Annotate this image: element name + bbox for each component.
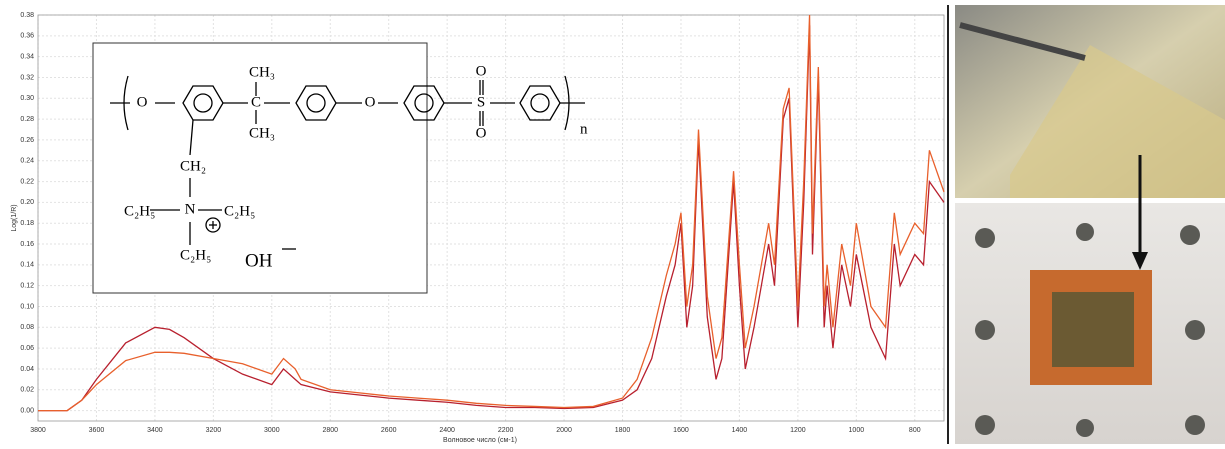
x-tick-label: 3400 <box>147 427 163 434</box>
y-tick-label: 0.20 <box>20 199 34 206</box>
x-tick-label: 3800 <box>30 427 46 434</box>
quaternary-c: C <box>251 94 261 110</box>
x-tick-label: 3000 <box>264 427 280 434</box>
structure-bonds <box>110 75 585 250</box>
y-tick-label: 0.38 <box>20 12 34 19</box>
sulfonyl-o: O <box>476 63 487 79</box>
y-tick-label: 0.14 <box>20 262 34 269</box>
x-tick-label: 1800 <box>615 427 631 434</box>
ethyl: C₂H₅ <box>180 247 211 263</box>
nitrogen: N <box>185 201 196 217</box>
methyl: CH₃ <box>249 64 275 80</box>
inset-box <box>92 42 428 294</box>
y-tick-label: 0.08 <box>20 324 34 331</box>
bolt-holes <box>975 223 1205 437</box>
y-tick-label: 0.04 <box>20 366 34 373</box>
y-tick-label: 0.24 <box>20 158 34 165</box>
tweezers <box>959 22 1086 61</box>
arrow-head <box>1132 252 1148 270</box>
y-tick-label: 0.30 <box>20 95 34 102</box>
y-tick-label: 0.26 <box>20 137 34 144</box>
x-tick-label: 3200 <box>206 427 222 434</box>
ethyl: C₂H₅ <box>124 203 155 219</box>
x-tick-label: 2200 <box>498 427 514 434</box>
x-tick-label: 2000 <box>556 427 572 434</box>
y-tick-label: 0.34 <box>20 53 34 60</box>
y-tick-label: 0.32 <box>20 74 34 81</box>
y-tick-label: 0.02 <box>20 387 34 394</box>
structure-inset: O C CH₃ CH₃ O S O O n CH₂ N C₂H₅ C₂H₅ C₂… <box>92 42 588 294</box>
y-tick-label: 0.36 <box>20 33 34 40</box>
electrode <box>1052 292 1134 367</box>
y-tick-label: 0.12 <box>20 283 34 290</box>
ether-o: O <box>365 94 376 110</box>
x-tick-label: 1400 <box>732 427 748 434</box>
hydroxide: OH <box>245 250 273 271</box>
sulfur: S <box>477 94 485 110</box>
y-tick-label: 0.22 <box>20 178 34 185</box>
x-tick-label: 1000 <box>849 427 865 434</box>
y-tick-label: 0.10 <box>20 303 34 310</box>
y-tick-label: 0.16 <box>20 241 34 248</box>
x-tick-label: 3600 <box>89 427 105 434</box>
membrane <box>1010 45 1225 198</box>
x-tick-label: 800 <box>909 427 921 434</box>
spectrum-line <box>38 14 945 412</box>
x-tick-label: 2600 <box>381 427 397 434</box>
x-tick-label: 2800 <box>322 427 338 434</box>
x-axis-label: Волновое число (см-1) <box>443 437 517 444</box>
x-tick-label: 1600 <box>673 427 689 434</box>
ethyl: C₂H₅ <box>224 203 255 219</box>
sulfonyl-o: O <box>476 125 487 141</box>
plot-frame <box>37 14 945 422</box>
y-axis-label: Log(1/R) <box>11 204 18 231</box>
photos <box>955 5 1225 444</box>
methyl: CH₃ <box>249 125 275 141</box>
spectrum-line <box>38 25 945 412</box>
y-tick-label: 0.00 <box>20 407 34 414</box>
spectrum-plot: 0.00 0.02 0.04 0.06 0.08 0.10 0.12 0.14 0.16 0.18… <box>20 12 945 434</box>
x-tick-label: 1200 <box>790 427 806 434</box>
methylene: CH₂ <box>180 158 206 174</box>
ether-o: O <box>137 94 148 110</box>
x-tick-label: 2400 <box>439 427 455 434</box>
repeat-n: n <box>580 121 588 137</box>
y-tick-label: 0.18 <box>20 220 34 227</box>
y-tick-label: 0.28 <box>20 116 34 123</box>
y-tick-label: 0.06 <box>20 345 34 352</box>
